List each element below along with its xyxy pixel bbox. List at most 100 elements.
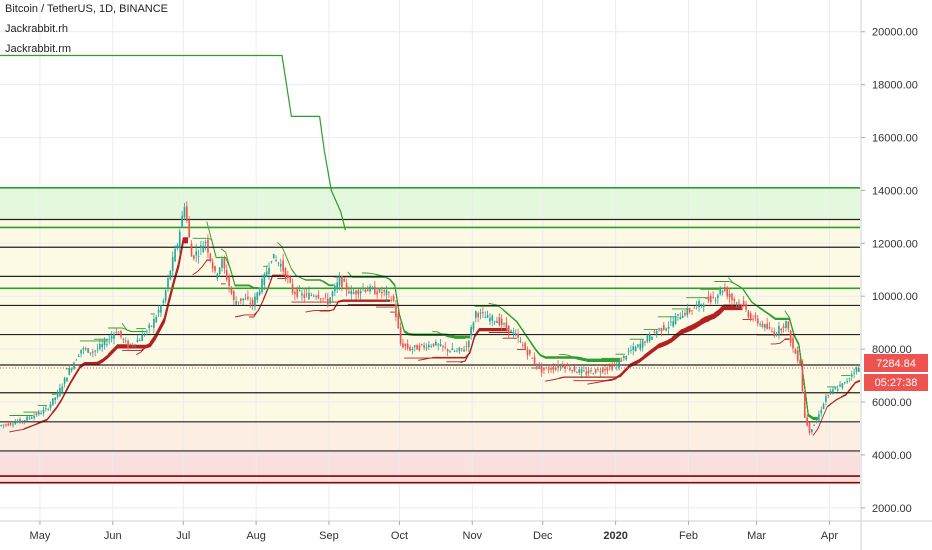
candle-body bbox=[540, 364, 543, 373]
candle-body bbox=[157, 310, 160, 313]
candle-body bbox=[491, 315, 494, 321]
candle-body bbox=[242, 298, 245, 300]
candle-body bbox=[467, 340, 470, 347]
candle-body bbox=[256, 292, 259, 301]
candle-body bbox=[446, 348, 449, 352]
candle-body bbox=[378, 288, 381, 293]
trailing-stop-red bbox=[305, 300, 391, 313]
candle-body bbox=[91, 351, 94, 353]
candle-body bbox=[136, 339, 139, 342]
candle-body bbox=[294, 291, 296, 294]
candle-body bbox=[749, 313, 752, 321]
candle-body bbox=[44, 408, 47, 410]
candle-body bbox=[554, 367, 557, 370]
candle-body bbox=[615, 364, 618, 367]
candle-body bbox=[99, 343, 101, 349]
candle-body bbox=[0, 425, 2, 426]
candle-body bbox=[691, 310, 693, 312]
candle-body bbox=[559, 365, 562, 367]
indicator-label-rh[interactable]: Jackrabbit.rh bbox=[5, 23, 68, 35]
candle-body bbox=[829, 390, 832, 393]
candle-body bbox=[514, 333, 517, 335]
chart-title: Bitcoin / TetherUS, 1D, BINANCE bbox=[5, 3, 169, 15]
candle-body bbox=[658, 328, 660, 330]
candle-body bbox=[204, 241, 207, 243]
candle-body bbox=[526, 349, 529, 356]
candle-body bbox=[225, 270, 228, 280]
candle-body bbox=[719, 289, 722, 295]
candle-body bbox=[251, 299, 254, 305]
candle-body bbox=[474, 311, 477, 318]
candle-body bbox=[254, 296, 256, 307]
trailing-stop-red bbox=[460, 328, 508, 364]
candle-body bbox=[564, 365, 566, 369]
candle-body bbox=[653, 331, 656, 333]
candle-body bbox=[209, 253, 212, 261]
candle-body bbox=[768, 327, 771, 329]
x-tick-label: May bbox=[30, 530, 51, 542]
y-tick-label: 14000.00 bbox=[872, 185, 918, 197]
candle-body bbox=[258, 291, 261, 295]
candle-body bbox=[120, 330, 122, 337]
candle-body bbox=[357, 290, 360, 295]
candle-body bbox=[496, 321, 498, 324]
candle-body bbox=[9, 422, 12, 425]
candle-body bbox=[597, 369, 599, 371]
candle-body bbox=[275, 259, 277, 261]
candle-body bbox=[263, 273, 266, 286]
candle-body bbox=[796, 350, 799, 361]
candle-body bbox=[435, 341, 437, 346]
candle-body bbox=[202, 245, 205, 253]
candle-body bbox=[637, 344, 639, 347]
candle-body bbox=[108, 339, 111, 341]
candle-body bbox=[42, 409, 45, 414]
candle-body bbox=[806, 417, 808, 426]
candle-body bbox=[395, 304, 397, 318]
candle-body bbox=[759, 324, 761, 325]
candle-body bbox=[604, 368, 606, 371]
x-tick-label: Apr bbox=[821, 530, 838, 542]
candle-body bbox=[216, 273, 219, 279]
candle-body bbox=[573, 366, 576, 372]
candle-body bbox=[413, 345, 416, 348]
candle-body bbox=[594, 369, 597, 373]
y-tick-label: 8000.00 bbox=[872, 344, 912, 356]
candle-body bbox=[66, 377, 68, 382]
candle-body bbox=[771, 330, 773, 332]
candle-body bbox=[576, 372, 578, 374]
candle-body bbox=[618, 360, 620, 368]
candle-body bbox=[167, 278, 169, 289]
candle-body bbox=[764, 324, 766, 328]
candle-body bbox=[717, 295, 719, 299]
candle-body bbox=[383, 290, 386, 292]
candle-body bbox=[799, 360, 801, 365]
candle-body bbox=[836, 389, 839, 391]
candle-body bbox=[87, 348, 89, 353]
candle-body bbox=[338, 277, 341, 286]
candle-body bbox=[40, 413, 42, 415]
horizontal-levels bbox=[0, 186, 860, 484]
candle-body bbox=[319, 298, 322, 300]
candle-body bbox=[249, 303, 252, 304]
candle-body bbox=[54, 397, 57, 400]
candle-body bbox=[49, 404, 52, 409]
candle-body bbox=[103, 340, 106, 346]
candle-body bbox=[754, 315, 757, 318]
candle-body bbox=[303, 294, 306, 298]
indicator-label-rm[interactable]: Jackrabbit.rm bbox=[5, 43, 72, 55]
candle-body bbox=[247, 296, 249, 300]
candle-body bbox=[498, 317, 501, 326]
candle-body bbox=[310, 295, 313, 296]
candle-body bbox=[531, 357, 534, 359]
candle-body bbox=[148, 324, 151, 328]
candle-body bbox=[195, 251, 198, 256]
zone-bands bbox=[0, 187, 860, 483]
candle-body bbox=[268, 267, 270, 274]
candle-body bbox=[155, 316, 158, 323]
candle-body bbox=[698, 301, 700, 308]
candle-body bbox=[33, 415, 35, 419]
candle-body bbox=[674, 316, 677, 325]
candle-body bbox=[63, 377, 66, 384]
candle-body bbox=[728, 293, 731, 298]
